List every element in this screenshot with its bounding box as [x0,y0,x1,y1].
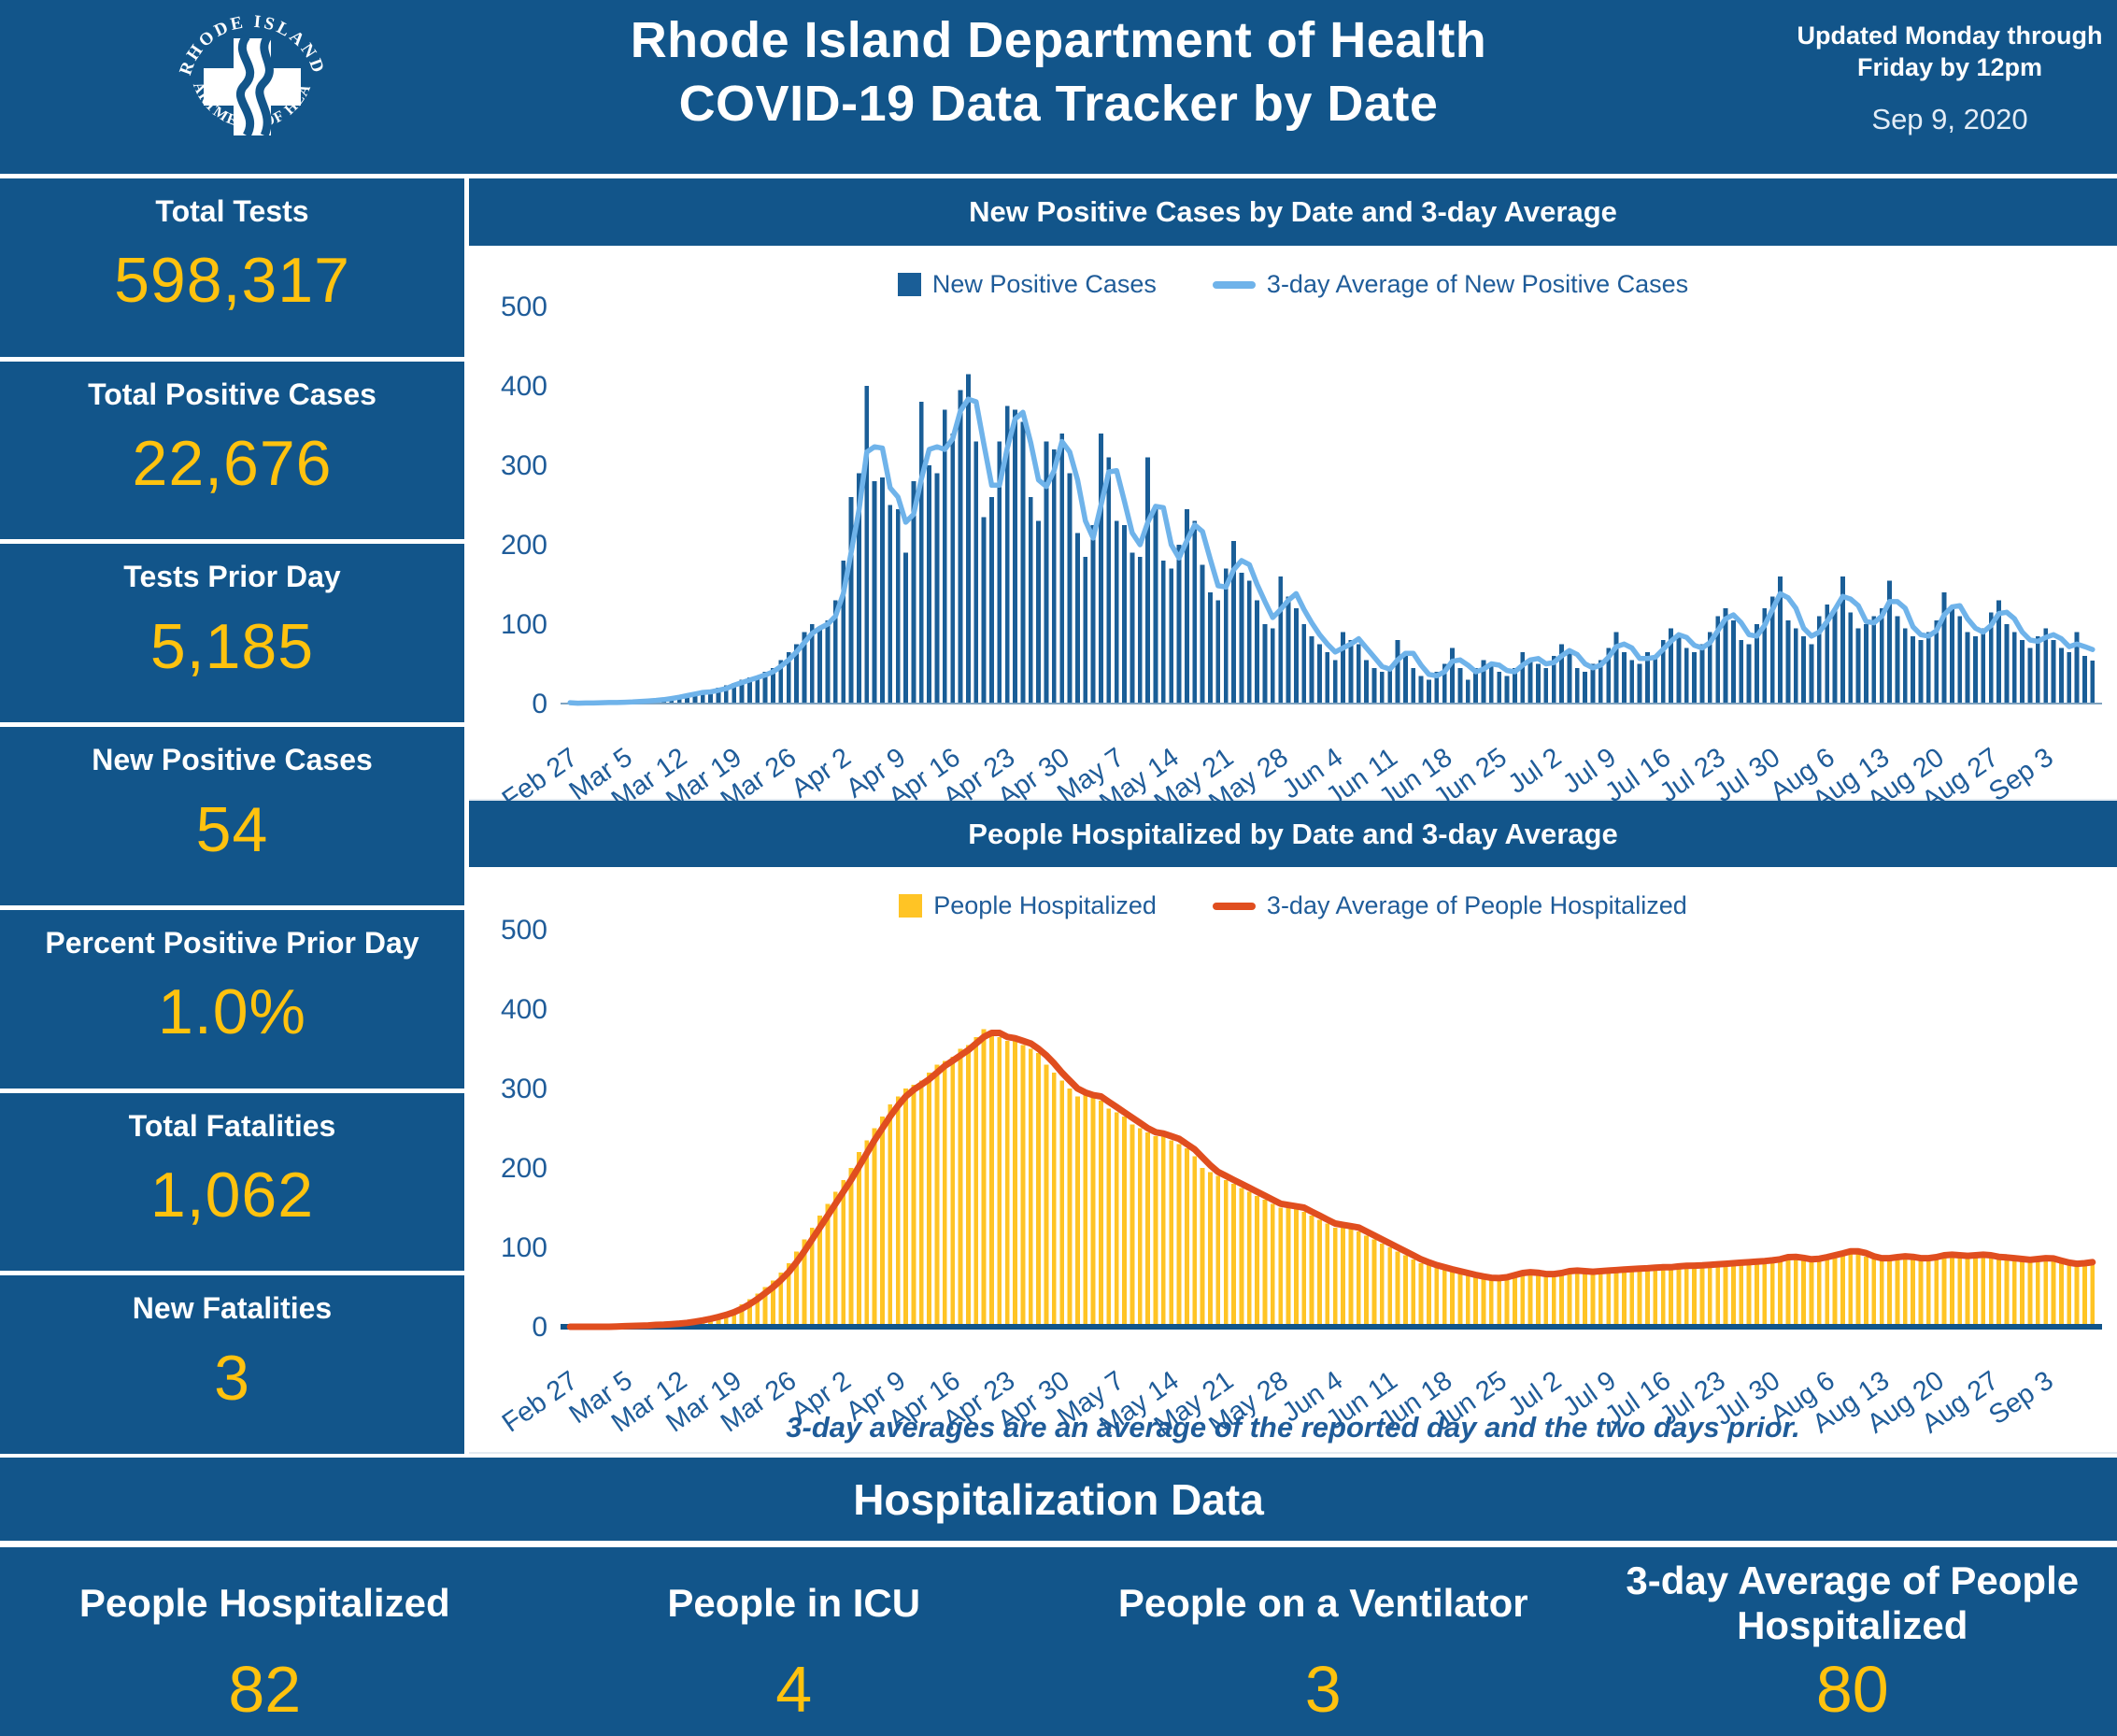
legend-label: New Positive Cases [931,270,1157,298]
svg-text:300: 300 [501,450,547,481]
svg-text:100: 100 [501,1232,547,1263]
line-swatch-icon [1212,280,1256,289]
svg-text:200: 200 [501,1153,547,1184]
legend-label: People Hospitalized [933,891,1157,919]
stat-label: People in ICU [667,1580,921,1625]
hospitalized-chart-title: People Hospitalized by Date and 3-day Av… [968,817,1618,850]
kpi-label: Total Positive Cases [88,377,377,411]
stat-value: 80 [1815,1653,1889,1726]
stat-value: 3 [1304,1653,1342,1726]
legend-item-hospitalized-average: 3-day Average of People Hospitalized [1172,891,1687,920]
page-title-line2: COVID-19 Data Tracker by Date [678,75,1439,132]
header: RHODE ISLAND DEPARTMENT OF HEALTH Rhode … [0,0,2117,174]
cases-chart: 0 100 200 300 400 500 Feb 27 Mar 5 Mar 12 Mar 19 M… [469,246,2117,801]
svg-text:0: 0 [532,689,547,719]
stat-people-hospitalized: People Hospitalized 82 [0,1547,530,1736]
svg-text:400: 400 [501,371,547,402]
seal-cross-icon [204,34,301,138]
kpi-label: New Positive Cases [92,743,373,777]
stat-people-on-ventilator: People on a Ventilator 3 [1058,1547,1588,1736]
kpi-sidebar: Total Tests 598,317 Total Positive Cases… [0,178,464,1455]
ridoh-seal-logo: RHODE ISLAND DEPARTMENT OF HEALTH [170,5,326,138]
kpi-card-total-tests: Total Tests 598,317 [0,178,464,357]
svg-text:300: 300 [501,1074,547,1104]
stat-label: 3-day Average of People Hospitalized [1626,1558,2080,1647]
kpi-value: 54 [195,793,269,865]
svg-text:Apr 2: Apr 2 [787,743,857,801]
legend-item-people-hospitalized: People Hospitalized [899,891,1157,920]
legend-item-cases-average: 3-day Average of New Positive Cases [1172,270,1688,299]
update-info: Updated Monday through Friday by 12pm Se… [1796,21,2104,136]
stat-value: 4 [775,1653,813,1726]
kpi-label: Total Tests [155,194,309,228]
svg-text:200: 200 [501,530,547,561]
svg-text:400: 400 [501,994,547,1025]
hospitalization-stats: People Hospitalized 82 People in ICU 4 P… [0,1544,2117,1736]
kpi-label: Total Fatalities [128,1108,336,1143]
svg-text:100: 100 [501,609,547,640]
page-title-line1: Rhode Island Department of Health [630,12,1487,68]
kpi-value: 22,676 [132,428,333,500]
kpi-card-percent-positive-prior-day: Percent Positive Prior Day 1.0% [0,909,464,1089]
svg-text:500: 500 [501,915,547,946]
kpi-label: Tests Prior Day [123,560,341,594]
three-day-average-footnote: 3-day averages are an average of the rep… [786,1411,1800,1444]
stat-label: People on a Ventilator [1117,1580,1528,1625]
hospitalization-data-banner: Hospitalization Data [0,1454,2117,1544]
hospitalized-chart-title-banner: People Hospitalized by Date and 3-day Av… [469,801,2117,867]
hospitalized-chart: 0 100 200 300 400 500 Feb 27 Mar 5 Mar 12 Mar 19 M… [469,867,2117,1454]
stat-value: 82 [228,1653,302,1726]
kpi-card-total-positive-cases: Total Positive Cases 22,676 [0,361,464,540]
kpi-label: New Fatalities [132,1291,333,1326]
hospitalized-chart-legend: People Hospitalized 3-day Average of Peo… [469,891,2117,920]
page-title: Rhode Island Department of Health COVID-… [402,9,1715,135]
hospitalization-data-title: Hospitalization Data [853,1474,1264,1524]
kpi-card-new-fatalities: New Fatalities 3 [0,1275,464,1455]
cases-chart-legend: New Positive Cases 3-day Average of New … [469,270,2117,299]
kpi-value: 3 [214,1342,250,1414]
cases-chart-title: New Positive Cases by Date and 3-day Ave… [969,195,1617,228]
stat-label: People Hospitalized [78,1580,450,1625]
legend-label: 3-day Average of People Hospitalized [1266,891,1687,919]
stat-3day-avg-hospitalized: 3-day Average of People Hospitalized 80 [1588,1547,2117,1736]
legend-label: 3-day Average of New Positive Cases [1266,270,1689,298]
bar-swatch-icon [899,894,923,918]
svg-text:Jul 2: Jul 2 [1503,743,1568,800]
report-date: Sep 9, 2020 [1871,102,2028,135]
stat-people-in-icu: People in ICU 4 [530,1547,1059,1736]
cases-chart-title-banner: New Positive Cases by Date and 3-day Ave… [469,178,2117,246]
svg-text:500: 500 [501,292,547,322]
legend-item-new-positive-cases: New Positive Cases [897,270,1157,299]
kpi-value: 598,317 [114,245,350,317]
kpi-card-new-positive-cases: New Positive Cases 54 [0,727,464,905]
svg-text:0: 0 [532,1312,547,1343]
line-swatch-icon [1212,902,1256,910]
bar-swatch-icon [897,273,921,296]
kpi-card-tests-prior-day: Tests Prior Day 5,185 [0,544,464,723]
kpi-value: 1.0% [158,976,306,1048]
kpi-label: Percent Positive Prior Day [45,925,419,960]
kpi-value: 1,062 [149,1159,315,1231]
update-schedule-note: Updated Monday through Friday by 12pm [1797,21,2103,81]
kpi-card-total-fatalities: Total Fatalities 1,062 [0,1092,464,1272]
kpi-value: 5,185 [149,610,315,682]
